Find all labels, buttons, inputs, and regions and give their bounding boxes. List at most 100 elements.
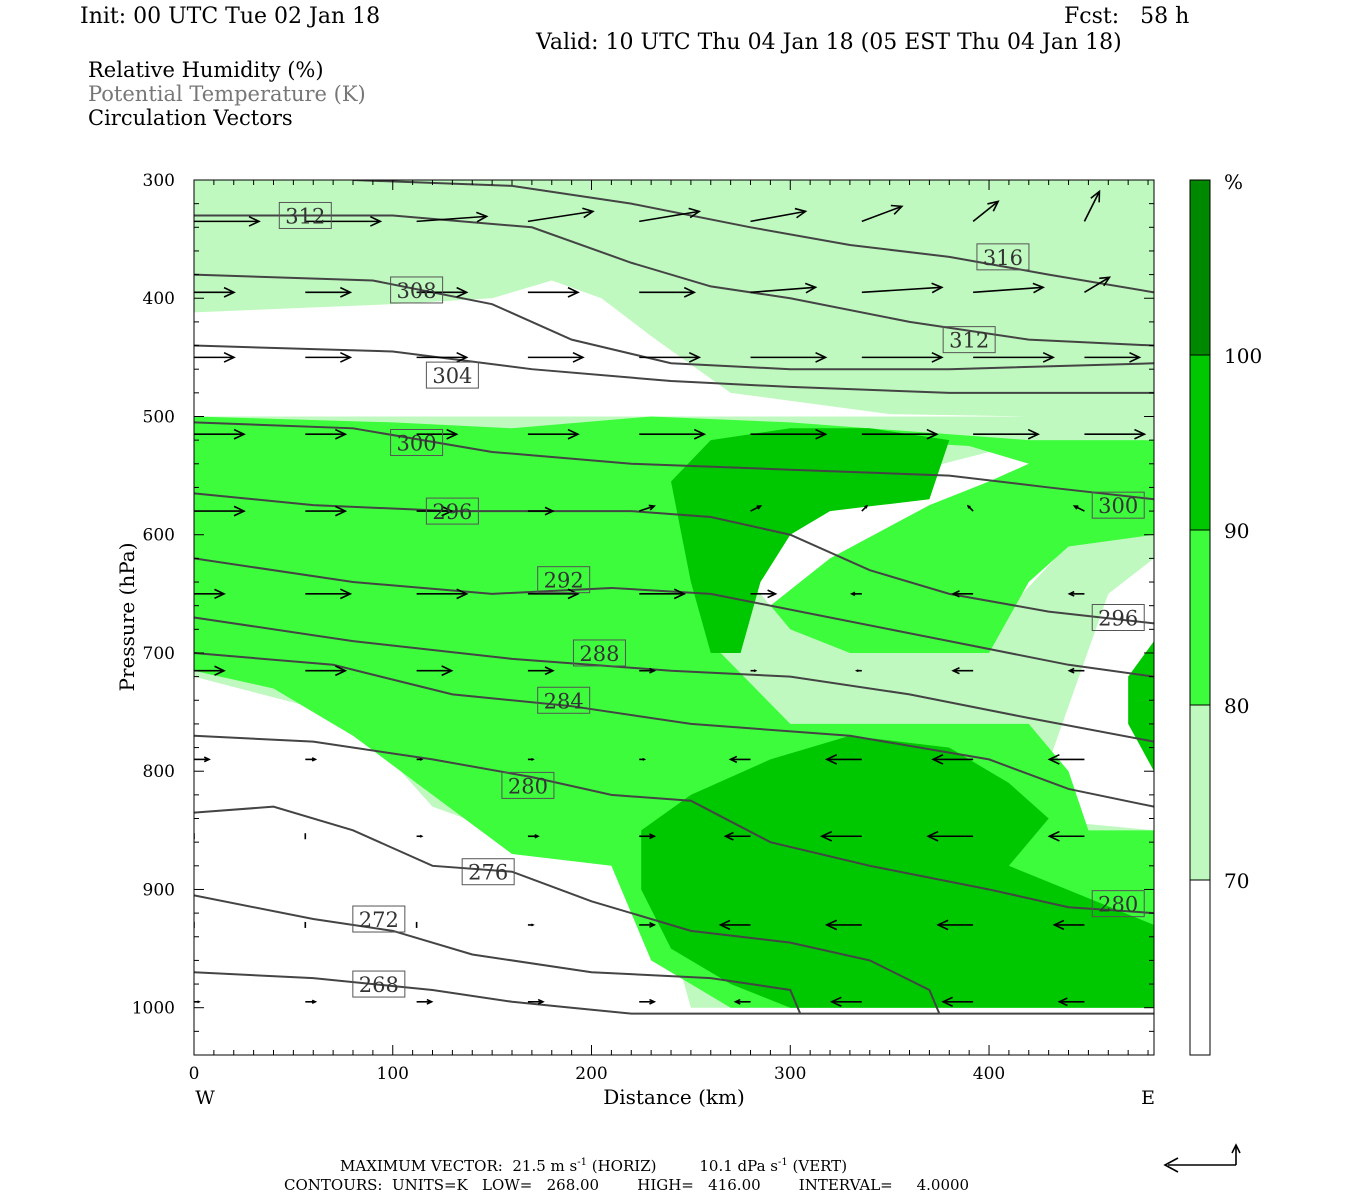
west-label: W <box>195 1087 215 1109</box>
colorbar-swatch-2 <box>1189 529 1211 706</box>
theta-label-text: 296 <box>1098 607 1138 631</box>
theta-label-292-5: 292 <box>537 566 591 594</box>
theta-label-296-4: 296 <box>425 497 479 525</box>
vector-6-8 <box>1067 667 1085 674</box>
vector-1-4 <box>639 286 697 298</box>
vector-7-6 <box>824 753 862 765</box>
field-label-vectors: Circulation Vectors <box>88 106 293 130</box>
plot-frame <box>193 179 1155 1056</box>
vector-0-7 <box>972 200 1000 223</box>
theta-contour-288 <box>194 616 1154 743</box>
vector-5-3 <box>527 588 580 600</box>
y-tick-label-800: 800 <box>143 762 175 782</box>
y-tick-label-900: 900 <box>143 880 175 900</box>
theta-label-304-2: 304 <box>425 361 479 389</box>
theta-label-284-7: 284 <box>537 686 591 714</box>
reference-vector-icon <box>1163 1143 1241 1173</box>
vector-4-0 <box>194 505 246 517</box>
theta-label-text: 268 <box>359 973 399 997</box>
vector-4-1 <box>305 505 348 517</box>
theta-contour-268 <box>194 971 1154 1015</box>
vector-2-4 <box>639 351 702 363</box>
vector-1-3 <box>527 286 580 298</box>
colorbar-swatch-0 <box>1189 879 1211 1056</box>
theta-contour-layer <box>194 180 1154 1015</box>
vector-7-7 <box>931 753 974 765</box>
vector-3-4 <box>639 428 707 440</box>
vector-2-3 <box>527 351 585 363</box>
colorbar-unit: % <box>1224 170 1243 194</box>
theta-label-text: 284 <box>544 689 584 713</box>
vector-8-3 <box>527 834 540 839</box>
theta-label-text: 272 <box>359 908 399 932</box>
max-vector-prefix: MAXIMUM VECTOR: 21.5 m s <box>340 1157 578 1175</box>
init-time: Init: 00 UTC Tue 02 Jan 18 <box>80 4 381 29</box>
vector-1-2 <box>416 286 469 298</box>
vector-10-0 <box>194 1000 201 1004</box>
theta-contour-280 <box>194 734 1154 915</box>
y-tick-label-500: 500 <box>143 407 175 427</box>
y-tick-label-600: 600 <box>143 526 175 546</box>
vector-5-5 <box>750 589 778 599</box>
valid-time: Valid: 10 UTC Thu 04 Jan 18 (05 EST Thu … <box>536 30 1122 55</box>
circulation-vector-layer <box>194 189 1147 1007</box>
y-tick-label-1000: 1000 <box>132 999 175 1019</box>
vector-10-1 <box>305 999 318 1005</box>
vector-9-6 <box>824 919 862 931</box>
vector-1-7 <box>973 282 1046 294</box>
theta-label-text: 308 <box>397 279 437 303</box>
vector-3-8 <box>1084 428 1147 440</box>
x-tick-label-100: 100 <box>377 1064 409 1084</box>
theta-label-308-1: 308 <box>390 276 444 304</box>
theta-label-316-12: 316 <box>976 243 1030 271</box>
vector-6-3 <box>527 666 555 676</box>
vector-3-1 <box>305 428 348 440</box>
vector-4-3 <box>527 506 555 516</box>
vector-7-2 <box>416 757 424 761</box>
vector-6-1 <box>305 665 348 677</box>
theta-label-text: 288 <box>579 642 619 666</box>
vector-9-3 <box>527 923 535 927</box>
vector-0-5 <box>750 207 808 223</box>
vector-2-7 <box>973 351 1056 363</box>
max-vector-mid: (HORIZ) 10.1 dPa s <box>586 1157 778 1175</box>
x-tick-label-300: 300 <box>774 1064 806 1084</box>
theta-label-text: 304 <box>432 364 472 388</box>
theta-label-text: 316 <box>983 246 1023 270</box>
vector-3-6 <box>861 428 939 440</box>
vector-10-6 <box>829 996 862 1007</box>
vector-8-7 <box>926 830 974 842</box>
vector-3-3 <box>527 428 580 440</box>
y-tick-label-300: 300 <box>143 171 175 191</box>
theta-label-text: 280 <box>508 774 548 798</box>
vector-4-6 <box>861 504 869 512</box>
max-vector-suffix: (VERT) <box>787 1157 848 1175</box>
theta-label-276-9: 276 <box>461 858 515 886</box>
theta-label-300-3: 300 <box>390 429 444 456</box>
vector-5-1 <box>305 588 353 600</box>
field-label-rh: Relative Humidity (%) <box>88 58 324 82</box>
vector-1-1 <box>305 286 353 298</box>
vector-6-6 <box>854 669 862 673</box>
theta-label-text: 312 <box>285 204 325 228</box>
vector-6-5 <box>750 669 758 673</box>
colorbar-label-80: 80 <box>1224 694 1249 718</box>
vector-9-7 <box>936 919 974 931</box>
vector-3-7 <box>973 428 1041 440</box>
colorbar-label-90: 90 <box>1224 519 1249 543</box>
x-tick-label-400: 400 <box>973 1064 1005 1084</box>
x-tick-label-0: 0 <box>189 1064 200 1084</box>
vector-0-2 <box>416 211 489 223</box>
vector-7-1 <box>305 757 318 762</box>
vector-3-5 <box>750 428 828 440</box>
vector-5-8 <box>1067 590 1085 597</box>
vector-7-8 <box>1047 753 1085 765</box>
vector-7-5 <box>728 755 751 764</box>
vector-2-8 <box>1084 351 1142 363</box>
vector-1-5 <box>750 282 818 294</box>
vector-0-6 <box>861 204 904 223</box>
vector-9-4 <box>639 921 657 928</box>
theta-label-312-0: 312 <box>278 201 332 229</box>
vector-8-8 <box>1047 830 1085 842</box>
theta-label-280-16: 280 <box>1091 890 1145 918</box>
